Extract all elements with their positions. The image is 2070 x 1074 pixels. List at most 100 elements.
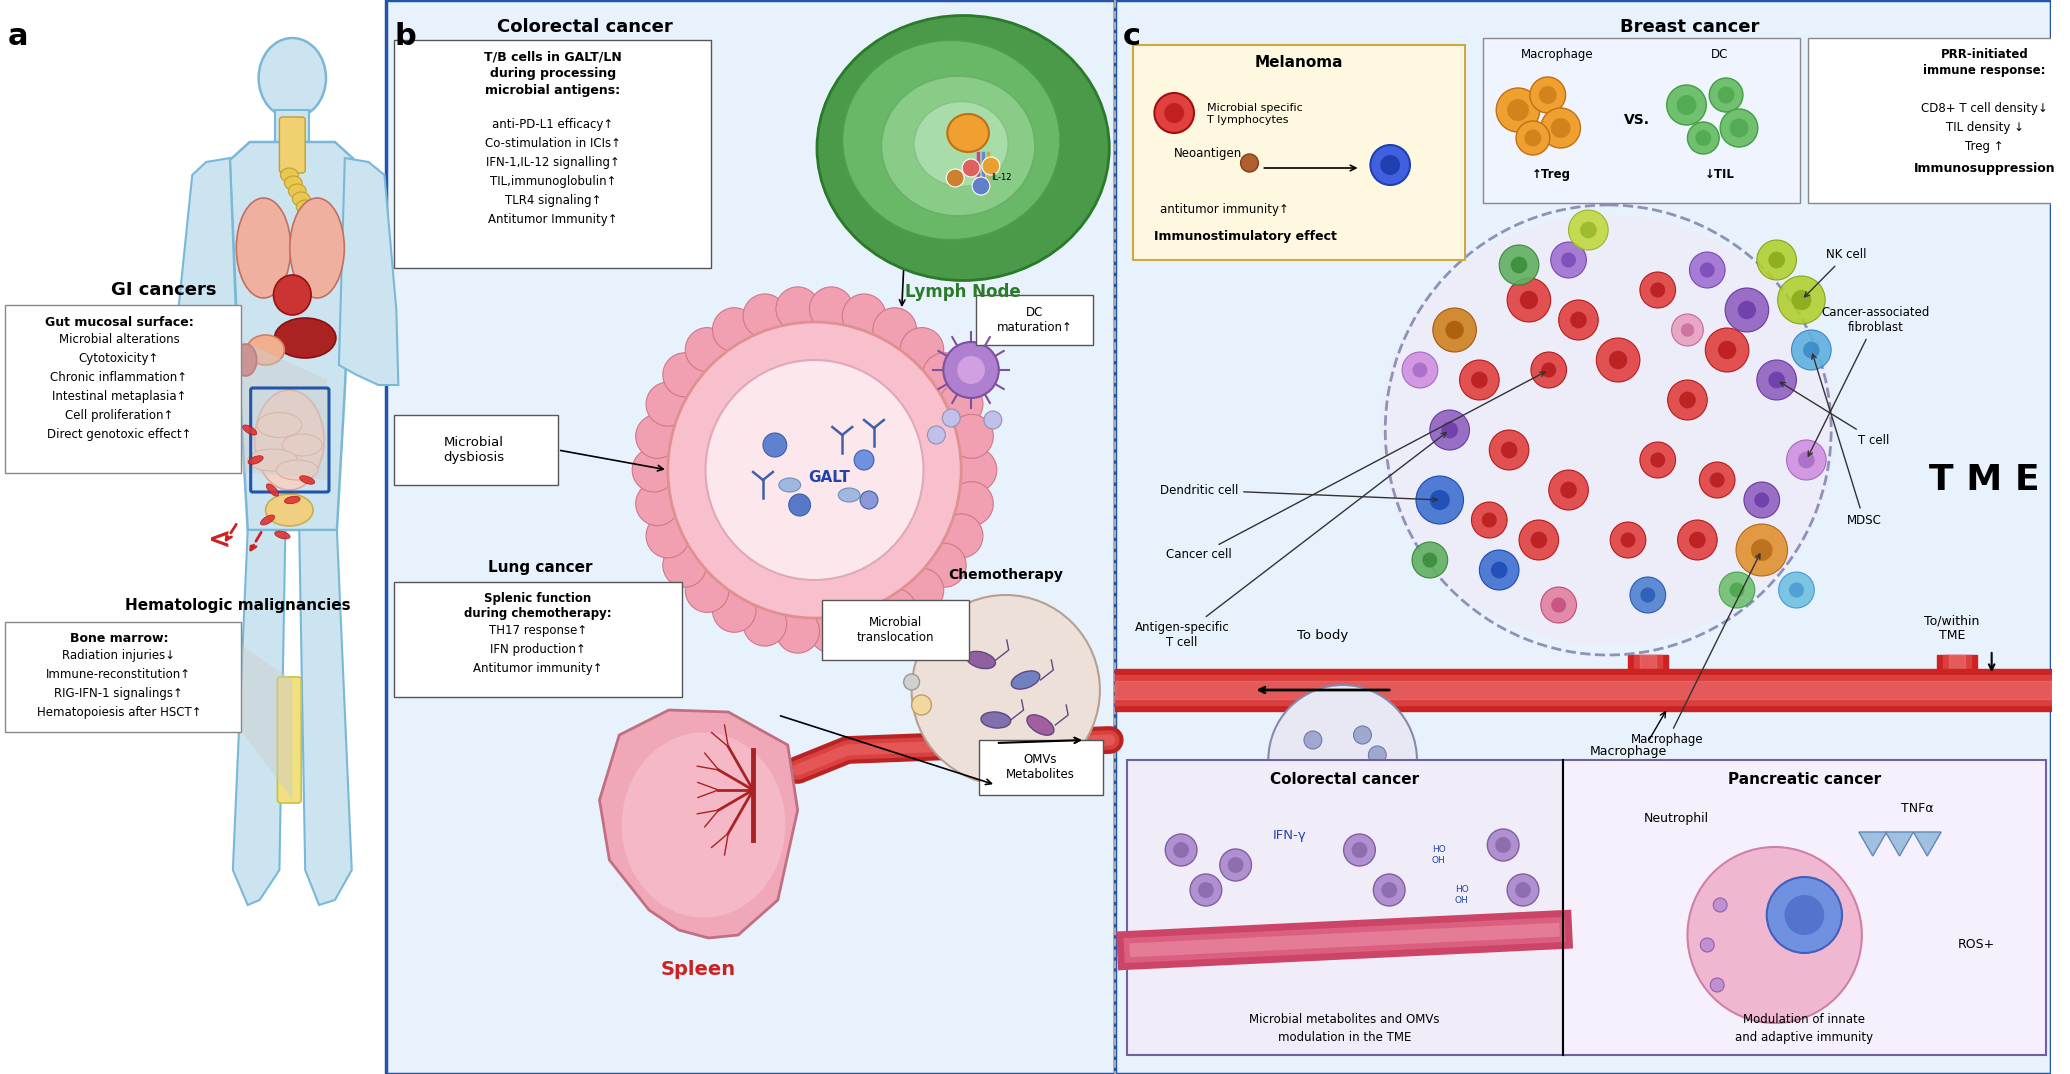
Circle shape [1416,476,1463,524]
Circle shape [1501,441,1517,459]
Text: To/within
TME: To/within TME [1925,614,1979,642]
Circle shape [1441,422,1457,438]
FancyBboxPatch shape [0,0,385,1074]
Ellipse shape [255,390,325,490]
Circle shape [1507,874,1538,906]
Circle shape [1757,360,1797,400]
Ellipse shape [284,176,302,190]
Circle shape [1165,834,1196,866]
Circle shape [1511,257,1528,274]
Text: Macrophage: Macrophage [1590,745,1666,758]
Circle shape [1358,771,1377,789]
Circle shape [944,342,1000,398]
FancyBboxPatch shape [1484,38,1801,203]
Circle shape [1799,451,1815,468]
FancyBboxPatch shape [279,117,304,173]
Circle shape [874,589,917,633]
Text: T M E: T M E [1929,463,2039,497]
Circle shape [1430,410,1470,450]
Circle shape [1174,842,1188,858]
Circle shape [764,433,787,458]
Ellipse shape [277,460,319,480]
Circle shape [1757,240,1797,280]
Text: Microbial
dysbiosis: Microbial dysbiosis [443,436,505,464]
Text: IL-12: IL-12 [992,174,1012,183]
Circle shape [1542,362,1557,378]
Circle shape [952,448,998,492]
Text: anti-PD-L1 efficacy↑: anti-PD-L1 efficacy↑ [493,118,613,131]
Ellipse shape [267,483,279,496]
Text: Cancer cell: Cancer cell [1165,372,1544,562]
Circle shape [1768,372,1784,389]
Circle shape [1720,108,1757,147]
Circle shape [842,294,886,338]
Polygon shape [600,710,797,938]
Text: GALT: GALT [809,470,851,485]
FancyBboxPatch shape [977,295,1093,345]
Circle shape [1422,552,1437,567]
Circle shape [1472,372,1488,389]
Circle shape [927,426,946,444]
Circle shape [706,360,923,580]
Circle shape [1724,288,1768,332]
Circle shape [669,322,960,618]
Circle shape [1163,103,1184,124]
Circle shape [1621,533,1635,548]
Circle shape [1579,221,1596,238]
Text: Co-stimulation in ICIs↑: Co-stimulation in ICIs↑ [484,137,621,150]
Polygon shape [230,142,354,529]
Polygon shape [1913,832,1942,856]
FancyBboxPatch shape [979,740,1103,795]
Circle shape [1499,245,1538,285]
Circle shape [1768,251,1784,268]
Polygon shape [339,158,397,384]
Ellipse shape [257,412,302,437]
Text: TIL,immunoglobulin↑: TIL,immunoglobulin↑ [491,175,617,188]
Text: Hematologic malignancies: Hematologic malignancies [124,598,350,613]
Polygon shape [1859,832,1886,856]
Polygon shape [240,645,292,800]
Ellipse shape [275,318,335,358]
Text: GI cancers: GI cancers [110,281,215,299]
Circle shape [646,382,689,426]
Circle shape [646,513,689,557]
Ellipse shape [248,449,298,471]
Text: CD8+ T cell density↓: CD8+ T cell density↓ [1921,102,2047,115]
Circle shape [1677,520,1718,560]
Circle shape [712,308,756,351]
Circle shape [1629,577,1666,613]
Ellipse shape [1027,715,1054,736]
Circle shape [1718,340,1737,359]
FancyBboxPatch shape [1809,38,2070,203]
Circle shape [973,177,989,195]
Text: Modulation of innate: Modulation of innate [1743,1013,1865,1026]
Text: TIL density ↓: TIL density ↓ [1946,121,2024,134]
Text: VS.: VS. [1625,113,1650,127]
Ellipse shape [261,514,275,525]
Ellipse shape [290,198,344,297]
Circle shape [1720,572,1755,608]
Ellipse shape [818,15,1110,280]
Ellipse shape [621,732,785,917]
Circle shape [950,415,994,459]
Text: antitumor immunity↑: antitumor immunity↑ [1161,203,1290,216]
Ellipse shape [284,496,300,504]
Polygon shape [300,529,352,905]
Circle shape [1710,78,1743,112]
Circle shape [1412,362,1428,378]
Polygon shape [232,529,286,905]
Text: Pancreatic cancer: Pancreatic cancer [1728,772,1882,787]
Circle shape [631,448,675,492]
Circle shape [1550,118,1571,137]
Circle shape [1743,482,1780,518]
Text: Radiation injuries↓: Radiation injuries↓ [62,649,176,662]
Circle shape [1515,882,1532,898]
Circle shape [911,695,932,715]
Ellipse shape [248,455,263,464]
Text: Colorectal cancer: Colorectal cancer [497,18,673,37]
Circle shape [1532,352,1567,388]
Circle shape [1699,938,1714,952]
Circle shape [1381,155,1399,175]
Text: IFN-1,IL-12 signalling↑: IFN-1,IL-12 signalling↑ [486,156,619,169]
FancyBboxPatch shape [387,0,1116,1074]
